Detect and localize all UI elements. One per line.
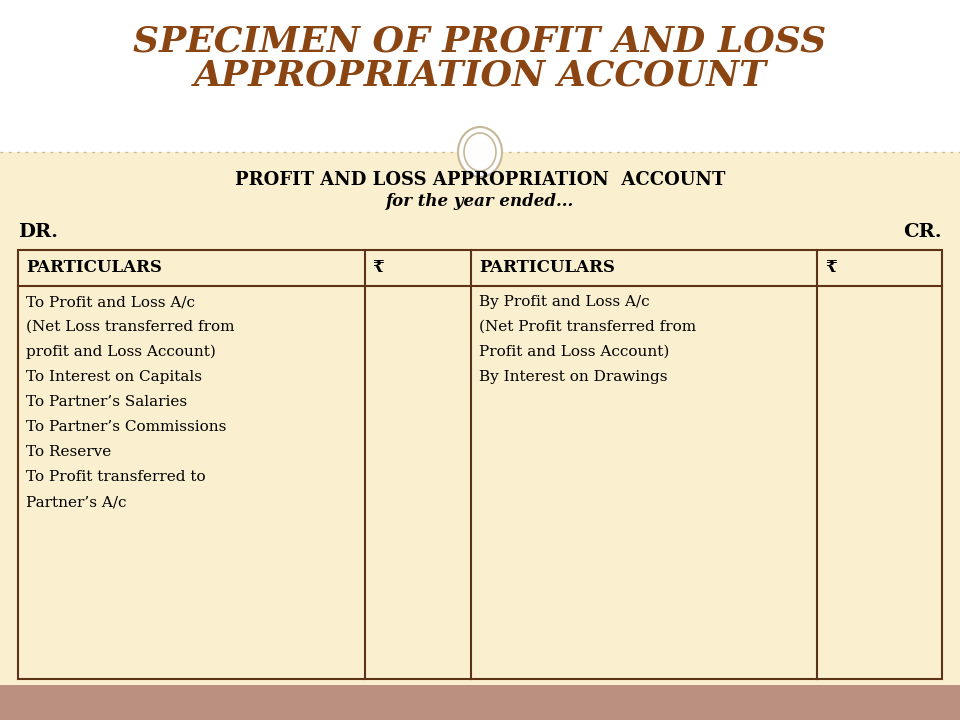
Text: To Partner’s Commissions: To Partner’s Commissions [26,420,227,434]
Ellipse shape [458,127,502,177]
Text: Partner’s A/c: Partner’s A/c [26,495,127,509]
Text: (Net Loss transferred from: (Net Loss transferred from [26,320,234,334]
Text: ₹: ₹ [826,259,837,276]
Bar [0,152,960,720]
Text: (Net Profit transferred from: (Net Profit transferred from [479,320,696,334]
Text: To Profit and Loss A/c: To Profit and Loss A/c [26,295,195,309]
Text: To Reserve: To Reserve [26,445,111,459]
Bar [18,250,942,679]
Text: Profit and Loss Account): Profit and Loss Account) [479,345,669,359]
Text: PARTICULARS: PARTICULARS [26,259,162,276]
Bar [0,685,960,720]
Text: To Interest on Capitals: To Interest on Capitals [26,370,202,384]
Text: PARTICULARS: PARTICULARS [479,259,614,276]
Text: By Profit and Loss A/c: By Profit and Loss A/c [479,295,649,309]
Text: To Profit transferred to: To Profit transferred to [26,470,205,484]
Text: ₹: ₹ [372,259,384,276]
Text: SPECIMEN OF PROFIT AND LOSS: SPECIMEN OF PROFIT AND LOSS [133,24,827,58]
Text: profit and Loss Account): profit and Loss Account) [26,345,216,359]
Text: for the year ended...: for the year ended... [386,194,574,210]
Text: PROFIT AND LOSS APPROPRIATION  ACCOUNT: PROFIT AND LOSS APPROPRIATION ACCOUNT [235,171,725,189]
Text: CR.: CR. [903,223,942,241]
Text: APPROPRIATION ACCOUNT: APPROPRIATION ACCOUNT [194,59,766,93]
Ellipse shape [464,133,496,171]
Text: DR.: DR. [18,223,58,241]
Bar [0,0,960,152]
Text: To Partner’s Salaries: To Partner’s Salaries [26,395,187,409]
Text: By Interest on Drawings: By Interest on Drawings [479,370,667,384]
